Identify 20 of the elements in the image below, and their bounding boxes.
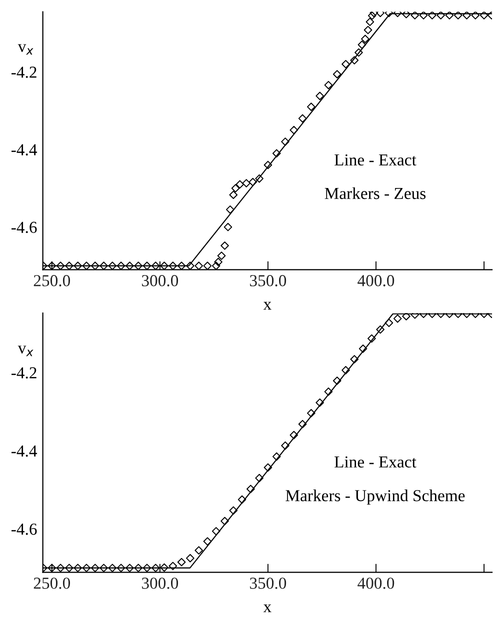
x-tick-label: 300.0 [142,275,178,286]
x-tick-label: 350.0 [250,275,286,286]
y-axis-title: v$_{x}$ [18,346,34,356]
annotation: Line - Exact [334,456,416,468]
y-tick-label: -4.2 [12,66,36,78]
y-tick-label: -4.4 [12,144,38,156]
y-tick-label: -4.6 [12,222,37,234]
x-tick-label: 250.0 [34,275,70,286]
x-axis-title: x [263,604,272,612]
x-tick-label: 250.0 [34,578,70,589]
x-tick-label: 400.0 [358,275,394,286]
y-tick-label: -4.4 [12,446,38,457]
y-axis-title: v$_{x}$ [18,44,34,55]
y-tick-label: -4.2 [12,367,36,379]
x-axis-title: x [263,302,272,310]
x-tick-label: 400.0 [358,578,394,589]
y-tick-label: -4.6 [12,524,37,535]
x-tick-label: 300.0 [142,578,178,589]
annotation: Markers - Upwind Scheme [286,490,465,505]
x-tick-label: 350.0 [250,578,286,589]
